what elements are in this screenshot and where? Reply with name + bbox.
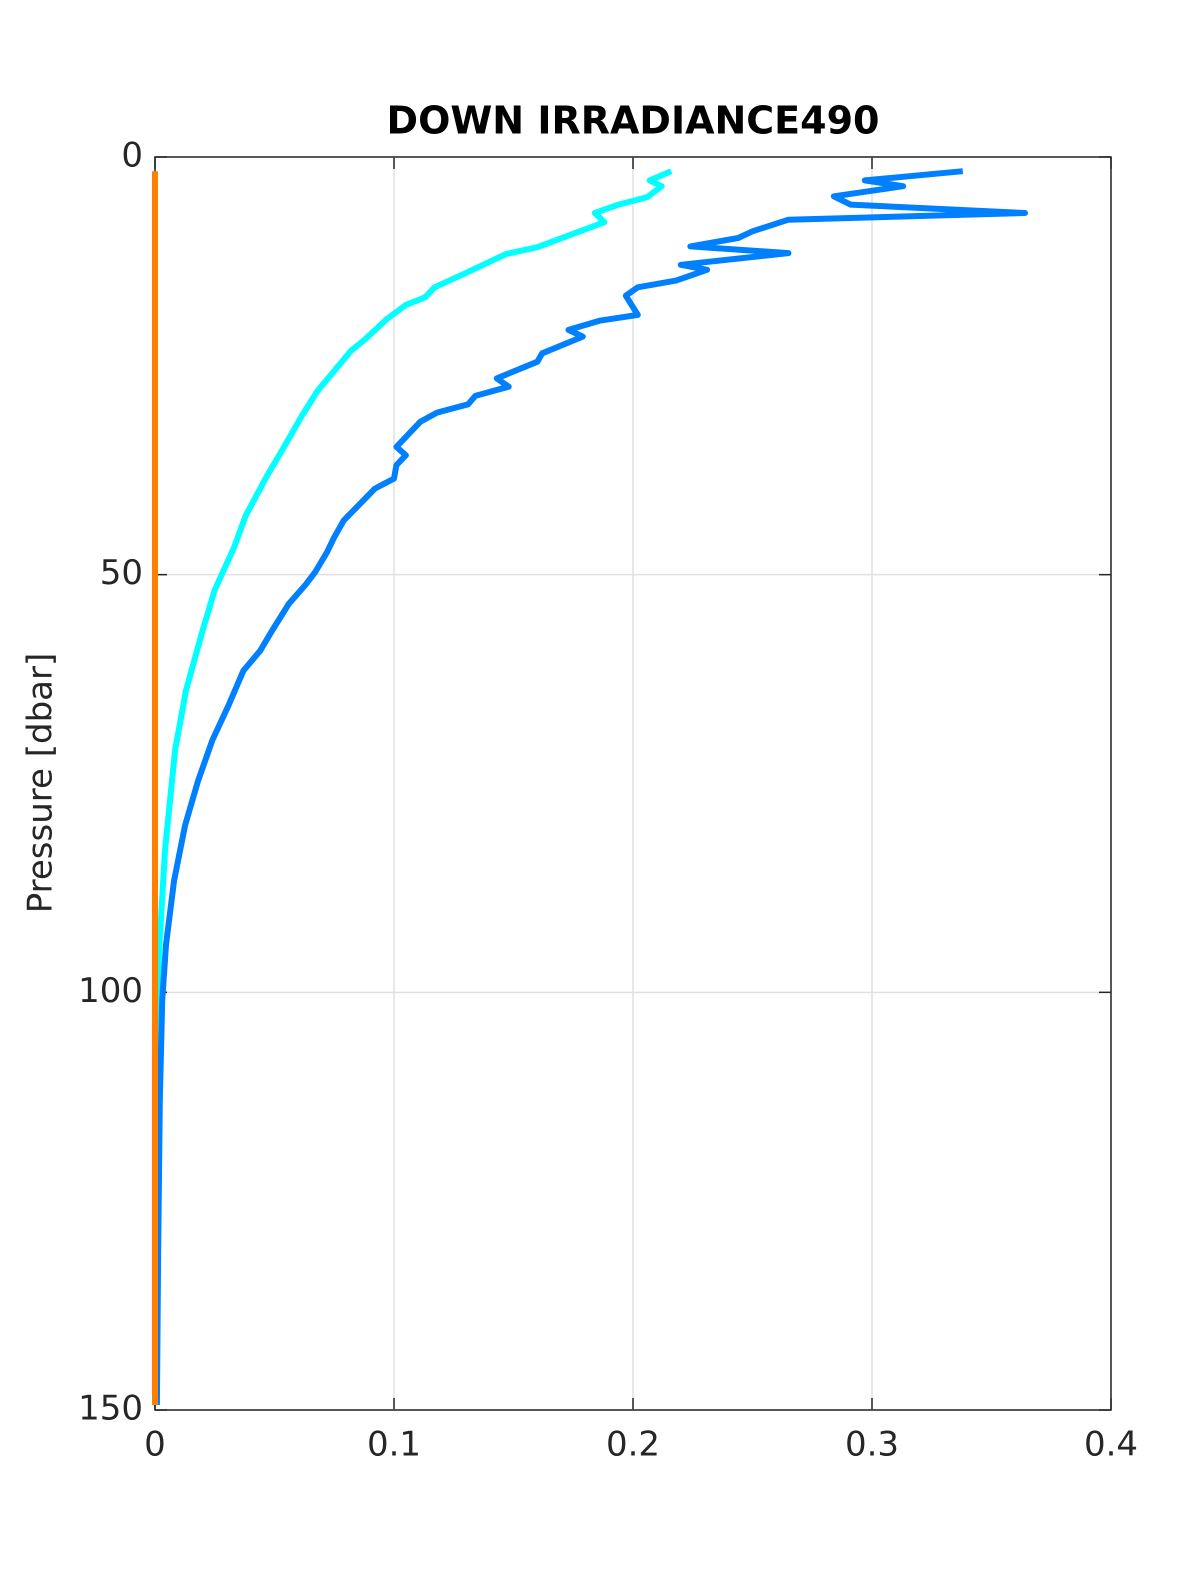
- y-tick-label: 100: [78, 971, 143, 1011]
- profile-line: [153, 168, 673, 1400]
- y-axis-label: Pressure [dbar]: [21, 653, 61, 914]
- x-tick-label: 0: [144, 1425, 166, 1465]
- x-tick-label: 0.1: [367, 1425, 421, 1465]
- y-tick-label: 50: [100, 553, 143, 593]
- y-tick-label: 150: [78, 1389, 143, 1429]
- x-tick-label: 0.4: [1084, 1425, 1138, 1465]
- x-tick-label: 0.3: [845, 1425, 899, 1465]
- profile-line: [153, 168, 1028, 1406]
- y-tick-label: 0: [121, 136, 143, 176]
- chart-title: DOWN IRRADIANCE490: [387, 99, 880, 143]
- x-tick-label: 0.2: [606, 1425, 660, 1465]
